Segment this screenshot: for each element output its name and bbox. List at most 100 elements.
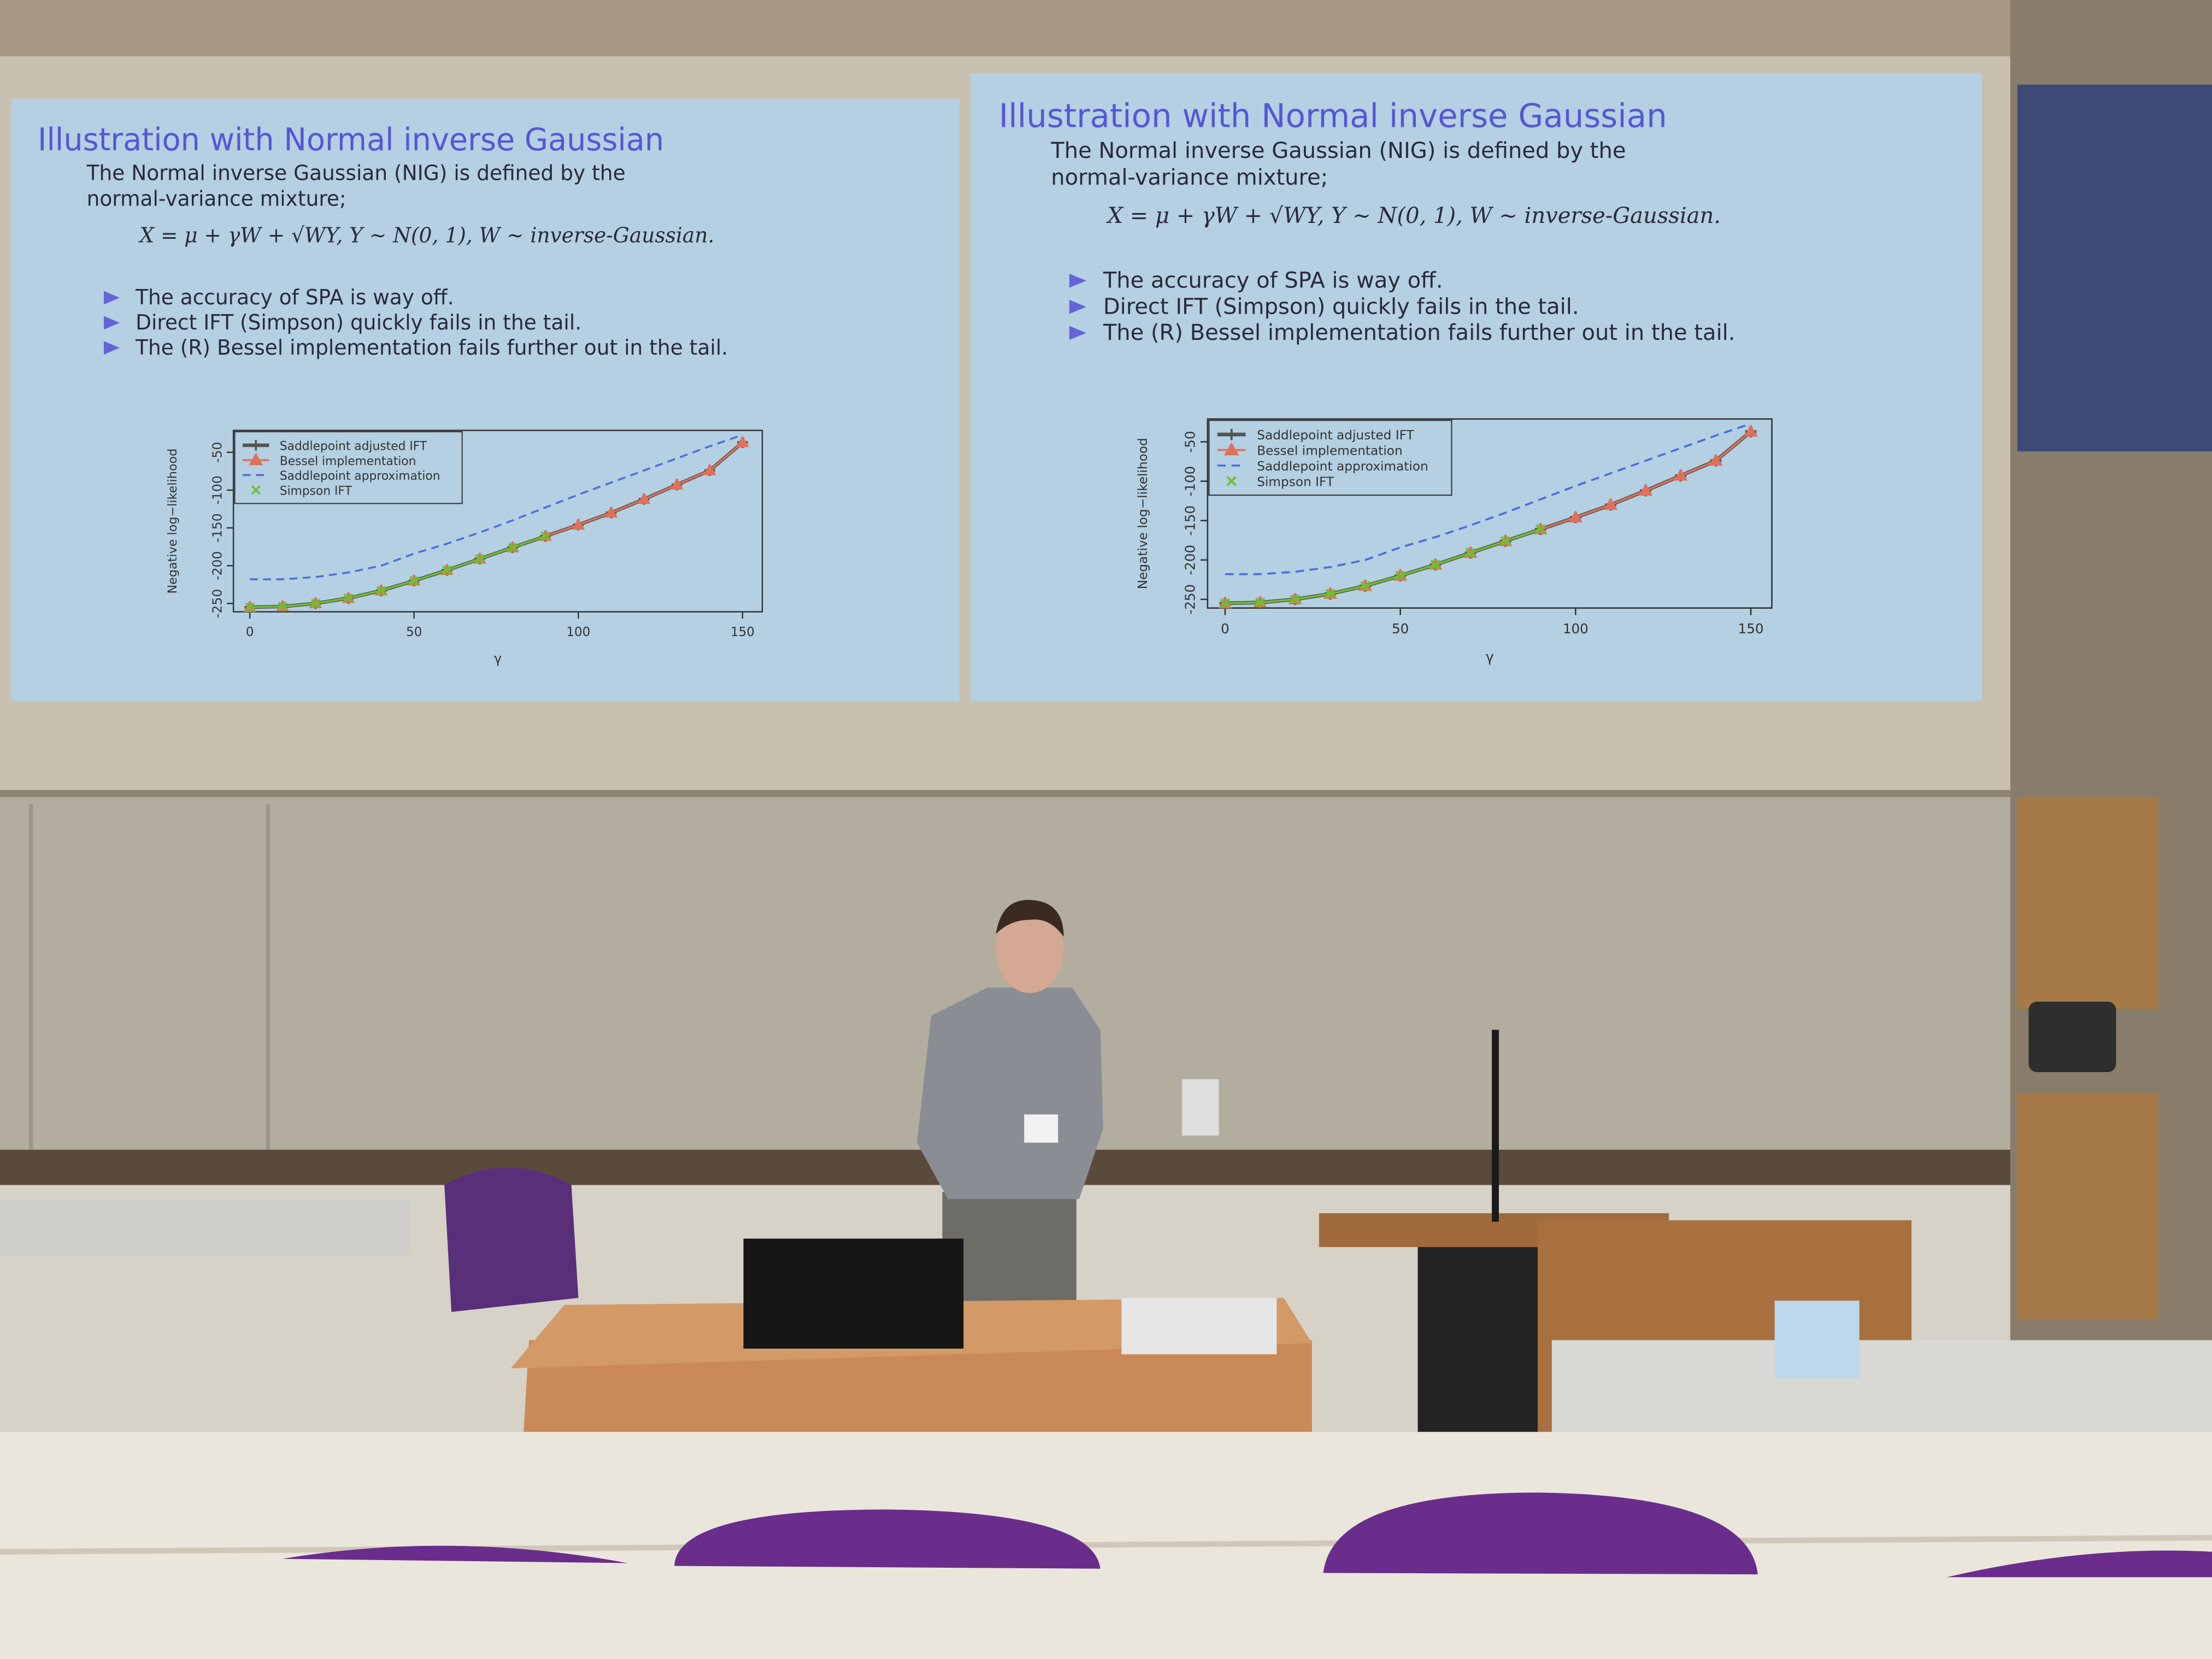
point-marker — [1395, 570, 1405, 581]
point-marker — [1465, 548, 1476, 558]
slide: Illustration with Normal inverse Gaussia… — [970, 73, 1982, 702]
y-tick-label: -100 — [210, 475, 225, 504]
legend-label: Saddlepoint adjusted IFT — [280, 439, 427, 453]
legend-label: Saddlepoint approximation — [1257, 459, 1428, 474]
point-marker — [1220, 598, 1231, 609]
legend-label: Simpson IFT — [280, 484, 352, 498]
seat — [282, 1545, 628, 1563]
x-axis-label: γ — [1486, 649, 1494, 666]
slide-title: Illustration with Normal inverse Gaussia… — [999, 97, 1667, 135]
formula: X = μ + γW + √WY, Y ∼ N(0, 1), W ∼ inver… — [1106, 203, 1721, 228]
projector — [1121, 1298, 1277, 1355]
lectern — [1417, 1227, 1538, 1467]
point-marker — [736, 436, 749, 448]
bullet-text: The (R) Bessel implementation fails furt… — [135, 335, 728, 360]
point-marker — [572, 518, 585, 530]
head — [996, 903, 1064, 993]
notice-board — [2017, 1093, 2158, 1319]
y-tick-label: -200 — [1183, 545, 1198, 575]
bullet-marker — [104, 291, 120, 305]
bullet-text: Direct IFT (Simpson) quickly fails in th… — [1103, 294, 1579, 319]
x-tick-label: 0 — [1221, 621, 1229, 637]
y-tick-label: -100 — [1183, 466, 1198, 497]
x-tick-label: 50 — [406, 625, 422, 639]
point-marker — [1536, 524, 1546, 534]
visualiser — [1182, 1079, 1219, 1136]
point-marker — [475, 554, 485, 564]
x-axis-label: γ — [494, 650, 502, 666]
point-marker — [1568, 510, 1582, 522]
point-marker — [703, 463, 716, 475]
bullet-marker — [104, 341, 120, 355]
telephone — [2028, 1001, 2116, 1073]
point-marker — [310, 598, 321, 609]
y-tick-label: -150 — [1183, 505, 1198, 536]
legend-marker — [249, 452, 263, 466]
point-marker — [1500, 536, 1511, 546]
chair — [444, 1167, 579, 1312]
slide-text: The Normal inverse Gaussian (NIG) is def… — [1050, 138, 1626, 163]
water-bottles — [1774, 1301, 1860, 1379]
slide-text: The Normal inverse Gaussian (NIG) is def… — [86, 161, 626, 185]
x-tick-label: 0 — [246, 625, 254, 639]
point-marker — [1639, 483, 1653, 496]
seat — [674, 1509, 1101, 1569]
legend-label: Simpson IFT — [1257, 474, 1334, 489]
plot-box — [232, 430, 763, 613]
point-marker — [1255, 597, 1266, 608]
point-marker — [278, 602, 287, 611]
legend-label: Bessel implementation — [280, 455, 416, 468]
bullet-text: The accuracy of SPA is way off. — [1103, 268, 1443, 293]
point-marker — [1290, 594, 1301, 605]
legend-marker — [250, 439, 261, 451]
point-marker — [343, 593, 354, 603]
point-marker — [245, 602, 255, 613]
slide-background — [970, 73, 1982, 702]
shirt — [917, 987, 1103, 1199]
series-line — [250, 535, 546, 609]
formula: X = μ + γW + √WY, Y ∼ N(0, 1), W ∼ inver… — [138, 223, 714, 248]
bullet-text: The accuracy of SPA is way off. — [135, 285, 454, 310]
point-marker — [670, 478, 684, 490]
y-tick-label: -150 — [210, 513, 225, 542]
bullet-marker — [1069, 326, 1086, 340]
point-marker — [604, 505, 618, 518]
x-tick-label: 50 — [1392, 621, 1409, 637]
left-table — [0, 1199, 409, 1256]
desk-front — [522, 1340, 1312, 1460]
bullet-marker — [1069, 273, 1086, 288]
legend-marker — [1226, 476, 1237, 486]
x-tick-label: 150 — [1738, 621, 1764, 637]
point-marker — [376, 586, 386, 596]
hair — [996, 899, 1064, 937]
point-marker — [1744, 424, 1758, 437]
legend-marker — [1226, 428, 1238, 440]
point-marker — [1360, 581, 1370, 591]
point-marker — [409, 576, 419, 586]
seat — [1323, 1492, 1758, 1575]
bullet-text: The (R) Bessel implementation fails furt… — [1103, 320, 1736, 345]
bullet-text: Direct IFT (Simpson) quickly fails in th… — [136, 310, 581, 335]
series-line — [1225, 422, 1751, 575]
point-marker — [1674, 468, 1688, 481]
legend-label: Saddlepoint approximation — [280, 469, 440, 483]
y-tick-label: -250 — [210, 589, 225, 618]
y-tick-label: -50 — [210, 442, 225, 463]
point-marker — [1603, 497, 1618, 510]
side-table — [1551, 1340, 2212, 1439]
trousers — [942, 1192, 1076, 1305]
y-tick-label: -50 — [1183, 431, 1198, 453]
projected-slides: Illustration with Normal inverse Gaussia… — [11, 73, 1982, 702]
bullet-marker — [1069, 299, 1086, 314]
point-marker — [540, 531, 550, 542]
notice-board — [2017, 797, 2158, 1009]
bullet-marker — [104, 316, 120, 330]
legend-marker — [251, 485, 261, 495]
y-axis-label: Negative log−likelihood — [1136, 438, 1150, 589]
point-marker — [442, 565, 452, 575]
series-line — [1225, 528, 1541, 604]
point-marker — [637, 492, 651, 504]
x-tick-label: 100 — [1563, 621, 1589, 637]
side-panel — [2017, 84, 2212, 452]
